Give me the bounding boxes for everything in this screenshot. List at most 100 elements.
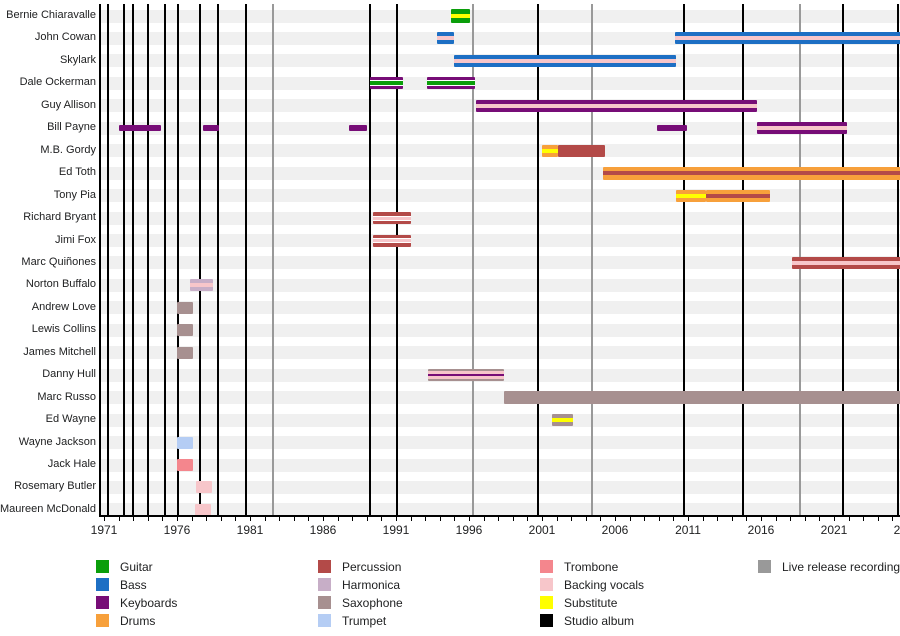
axis-tick	[410, 517, 412, 521]
axis-tick	[775, 517, 777, 521]
member-bar	[657, 125, 687, 132]
axis-tick	[439, 517, 441, 521]
axis-tick	[702, 517, 704, 521]
legend-swatch	[318, 560, 331, 573]
bar-stripe	[195, 481, 213, 494]
bar-stripe	[603, 175, 900, 180]
axis-tick	[790, 517, 792, 521]
x-axis-line	[99, 515, 900, 517]
axis-tick	[731, 517, 733, 521]
row-band	[100, 458, 900, 472]
bar-stripe	[603, 170, 900, 176]
axis-tick	[761, 517, 762, 521]
axis-tick	[600, 517, 602, 521]
axis-tick	[615, 517, 616, 521]
member-bar	[118, 125, 161, 132]
legend-swatch	[758, 560, 771, 573]
studio-album-line	[123, 4, 126, 515]
bar-stripe	[372, 239, 411, 242]
member-label: Ed Wayne	[45, 413, 96, 426]
axis-tick	[673, 517, 675, 521]
axis-tick-label: 2021	[820, 523, 848, 537]
bar-stripe	[369, 85, 404, 87]
member-label: Ed Toth	[58, 166, 96, 179]
bar-stripe	[428, 369, 505, 372]
axis-tick	[629, 517, 631, 521]
member-bar	[791, 256, 900, 269]
legend-label: Drums	[120, 614, 156, 628]
member-label: Rosemary Butler	[14, 480, 96, 493]
axis-tick	[206, 517, 208, 521]
bar-stripe	[552, 414, 573, 419]
bar-stripe	[676, 193, 706, 198]
bar-stripe	[428, 376, 505, 380]
bar-stripe	[194, 503, 211, 516]
member-bar	[372, 234, 411, 247]
row-band	[100, 144, 900, 158]
row-band	[100, 301, 900, 315]
member-bar	[674, 32, 900, 45]
bar-stripe	[372, 212, 411, 216]
axis-tick	[264, 517, 266, 521]
legend-swatch	[540, 578, 553, 591]
legend-swatch	[96, 578, 109, 591]
axis-tick	[483, 517, 485, 521]
bar-stripe	[454, 54, 677, 59]
member-bar	[476, 99, 757, 112]
bar-stripe	[542, 152, 559, 157]
studio-album-line	[742, 4, 745, 515]
bar-stripe	[372, 234, 411, 238]
studio-album-line	[368, 4, 371, 515]
bar-stripe	[426, 86, 475, 90]
bar-stripe	[372, 238, 411, 239]
member-label: Marc Russo	[37, 390, 96, 403]
legend-label: Trumpet	[342, 614, 387, 628]
legend-label: Trombone	[564, 560, 619, 574]
live-release-line	[472, 4, 475, 515]
axis-tick-label: 2006	[601, 523, 629, 537]
bar-stripe	[676, 189, 706, 194]
plot-area: Bernie Chiaravalle John Cowan Skylark Dale …	[0, 4, 900, 537]
bar-stripe	[190, 279, 214, 284]
axis-tick	[323, 517, 324, 521]
bar-stripe	[372, 219, 411, 221]
bar-stripe	[451, 9, 471, 14]
member-label: Maureen McDonald	[0, 502, 96, 515]
bar-stripe	[436, 32, 455, 37]
member-bar	[349, 125, 367, 132]
member-label: Richard Bryant	[23, 211, 96, 224]
axis-tick-label: 1996	[455, 523, 483, 537]
studio-album-line	[216, 4, 219, 515]
member-label: Bill Payne	[47, 121, 96, 134]
axis-tick-label: 2016	[747, 523, 775, 537]
member-label: Lewis Collins	[31, 323, 96, 336]
axis-tick	[147, 517, 149, 521]
axis-tick	[133, 517, 135, 521]
bar-stripe	[118, 125, 161, 132]
bar-stripe	[657, 125, 687, 132]
legend-swatch	[96, 596, 109, 609]
axis-tick	[877, 517, 879, 521]
member-bar	[177, 301, 194, 314]
legend-swatch	[318, 578, 331, 591]
row-band	[100, 9, 900, 23]
row-band	[100, 256, 900, 270]
axis-tick-label: 1986	[309, 523, 337, 537]
bar-stripe	[369, 81, 404, 86]
bar-stripe	[190, 283, 214, 288]
member-bar	[195, 481, 213, 494]
member-label: Skylark	[59, 53, 96, 66]
axis-tick	[585, 517, 587, 521]
legend-swatch	[318, 596, 331, 609]
legend-swatch	[540, 614, 553, 627]
bar-stripe	[349, 125, 367, 132]
member-label: Wayne Jackson	[18, 435, 96, 448]
axis-tick-label: 2011	[675, 523, 701, 537]
studio-album-line	[146, 4, 149, 515]
bar-stripe	[428, 379, 505, 382]
axis-tick	[250, 517, 251, 521]
bar-stripe	[476, 103, 757, 108]
bar-stripe	[372, 243, 411, 247]
bar-stripe	[177, 459, 194, 471]
bar-stripe	[426, 85, 475, 87]
